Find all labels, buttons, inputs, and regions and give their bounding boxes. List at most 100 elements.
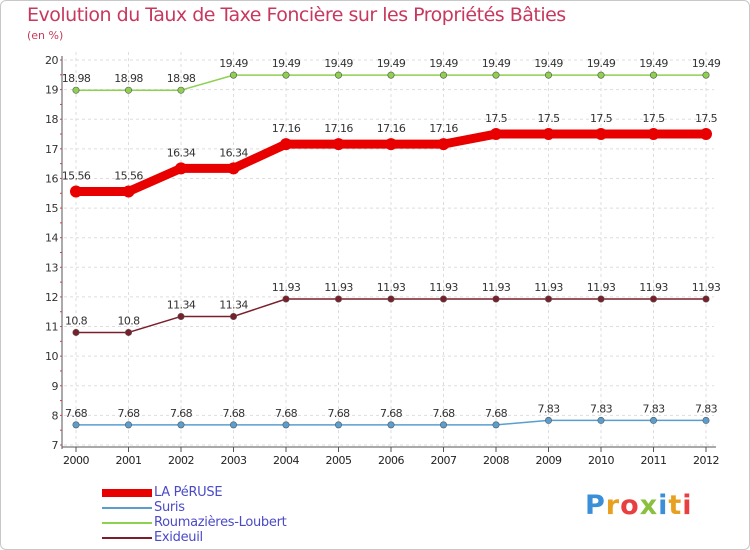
y-tick-label: 11	[45, 321, 58, 334]
data-point-la-p-ruse	[332, 138, 345, 151]
data-label-suris: 7.68	[222, 407, 245, 420]
data-point-la-p-ruse	[542, 128, 555, 141]
x-tick-label: 2001	[116, 454, 142, 467]
y-tick-label: 14	[45, 232, 58, 245]
data-point-exideuil	[387, 295, 395, 303]
y-tick-label: 9	[52, 380, 59, 393]
x-tick-label: 2005	[326, 454, 352, 467]
data-point-la-p-ruse	[595, 128, 607, 141]
data-label-suris: 7.68	[485, 407, 508, 420]
data-point-exideuil	[544, 295, 552, 303]
data-point-exideuil	[597, 295, 605, 303]
x-tick-label: 2007	[431, 454, 457, 467]
data-point-suris	[282, 421, 290, 429]
data-point-suris	[649, 416, 657, 424]
data-point-suris	[492, 421, 500, 429]
data-point-roumazi-res-loubert	[125, 86, 133, 94]
logo-letter: o	[620, 490, 640, 521]
data-point-suris	[702, 416, 710, 424]
data-label-roumazi-res-loubert: 18.98	[167, 72, 196, 85]
data-label-la-p-ruse: 17.5	[537, 112, 560, 125]
data-point-exideuil	[72, 328, 80, 336]
data-label-exideuil: 11.93	[429, 281, 458, 294]
data-point-la-p-ruse	[437, 138, 450, 151]
x-tick-label: 2003	[221, 454, 247, 467]
y-tick-label: 10	[45, 350, 58, 363]
data-label-exideuil: 10.8	[117, 314, 140, 327]
x-tick-label: 2006	[378, 454, 404, 467]
data-point-roumazi-res-loubert	[177, 86, 185, 94]
data-point-exideuil	[439, 295, 447, 303]
data-label-suris: 7.68	[432, 407, 455, 420]
y-tick-label: 15	[45, 202, 58, 215]
unit-label: (en %)	[27, 29, 64, 42]
data-point-suris	[125, 421, 133, 429]
x-tick-label: 2010	[588, 454, 614, 467]
proxiti-logo: Proxiti	[585, 490, 693, 521]
data-label-suris: 7.68	[327, 407, 350, 420]
data-label-exideuil: 11.34	[219, 298, 248, 311]
x-tick-label: 2008	[483, 454, 509, 467]
data-label-la-p-ruse: 17.5	[695, 112, 718, 125]
x-tick-label: 2011	[641, 454, 667, 467]
data-point-exideuil	[177, 312, 185, 320]
data-point-la-p-ruse	[700, 128, 712, 141]
y-tick-label: 13	[45, 261, 58, 274]
data-point-roumazi-res-loubert	[72, 86, 80, 94]
series-layer	[70, 71, 712, 429]
data-label-exideuil: 11.93	[692, 281, 721, 294]
data-label-la-p-ruse: 15.56	[62, 169, 91, 182]
data-label-exideuil: 11.93	[272, 281, 301, 294]
data-point-roumazi-res-loubert	[387, 71, 395, 79]
data-point-la-p-ruse	[385, 138, 397, 151]
data-label-exideuil: 11.93	[534, 281, 563, 294]
data-point-suris	[544, 416, 552, 424]
axes-layer: 7 8 9 10 11 12 13 14 15 16 17 18 19 20 2000 2001 2002 200…	[45, 54, 720, 467]
data-point-roumazi-res-loubert	[544, 71, 552, 79]
x-tick-label: 2009	[536, 454, 562, 467]
data-point-suris	[439, 421, 447, 429]
data-label-roumazi-res-loubert: 19.49	[429, 57, 458, 70]
data-point-la-p-ruse	[647, 128, 660, 141]
data-point-la-p-ruse	[227, 162, 240, 175]
data-point-exideuil	[649, 295, 657, 303]
data-label-la-p-ruse: 17.16	[272, 122, 301, 135]
logo-letter: t	[668, 490, 683, 521]
data-label-suris: 7.68	[117, 407, 140, 420]
data-point-roumazi-res-loubert	[649, 71, 657, 79]
data-label-exideuil: 11.93	[377, 281, 406, 294]
data-label-suris: 7.68	[170, 407, 193, 420]
data-point-suris	[387, 421, 395, 429]
data-point-roumazi-res-loubert	[439, 71, 447, 79]
y-tick-label: 20	[45, 54, 58, 67]
data-point-la-p-ruse	[70, 185, 82, 198]
data-point-la-p-ruse	[175, 162, 187, 175]
data-label-exideuil: 11.93	[587, 281, 616, 294]
logo-letter: i	[658, 490, 669, 521]
data-label-la-p-ruse: 17.16	[324, 122, 353, 135]
data-label-roumazi-res-loubert: 19.49	[692, 57, 721, 70]
data-label-roumazi-res-loubert: 18.98	[62, 72, 91, 85]
data-label-suris: 7.83	[695, 402, 718, 415]
data-label-exideuil: 11.93	[639, 281, 668, 294]
x-tick-label: 2002	[168, 454, 194, 467]
legend-swatch	[102, 522, 152, 524]
legend-label: Exideuil	[154, 530, 203, 545]
logo-letter: P	[585, 490, 606, 521]
y-tick-label: 18	[45, 113, 58, 126]
data-point-suris	[72, 421, 80, 429]
data-label-exideuil: 11.93	[482, 281, 511, 294]
data-label-la-p-ruse: 17.16	[429, 122, 458, 135]
data-label-roumazi-res-loubert: 19.49	[639, 57, 668, 70]
data-label-suris: 7.68	[65, 407, 88, 420]
data-label-la-p-ruse: 17.5	[642, 112, 665, 125]
data-point-suris	[334, 421, 342, 429]
data-point-roumazi-res-loubert	[282, 71, 290, 79]
data-point-roumazi-res-loubert	[702, 71, 710, 79]
data-label-suris: 7.83	[590, 402, 613, 415]
legend-label: LA PéRUSE	[154, 485, 223, 500]
data-label-exideuil: 11.93	[324, 281, 353, 294]
data-point-exideuil	[125, 328, 133, 336]
